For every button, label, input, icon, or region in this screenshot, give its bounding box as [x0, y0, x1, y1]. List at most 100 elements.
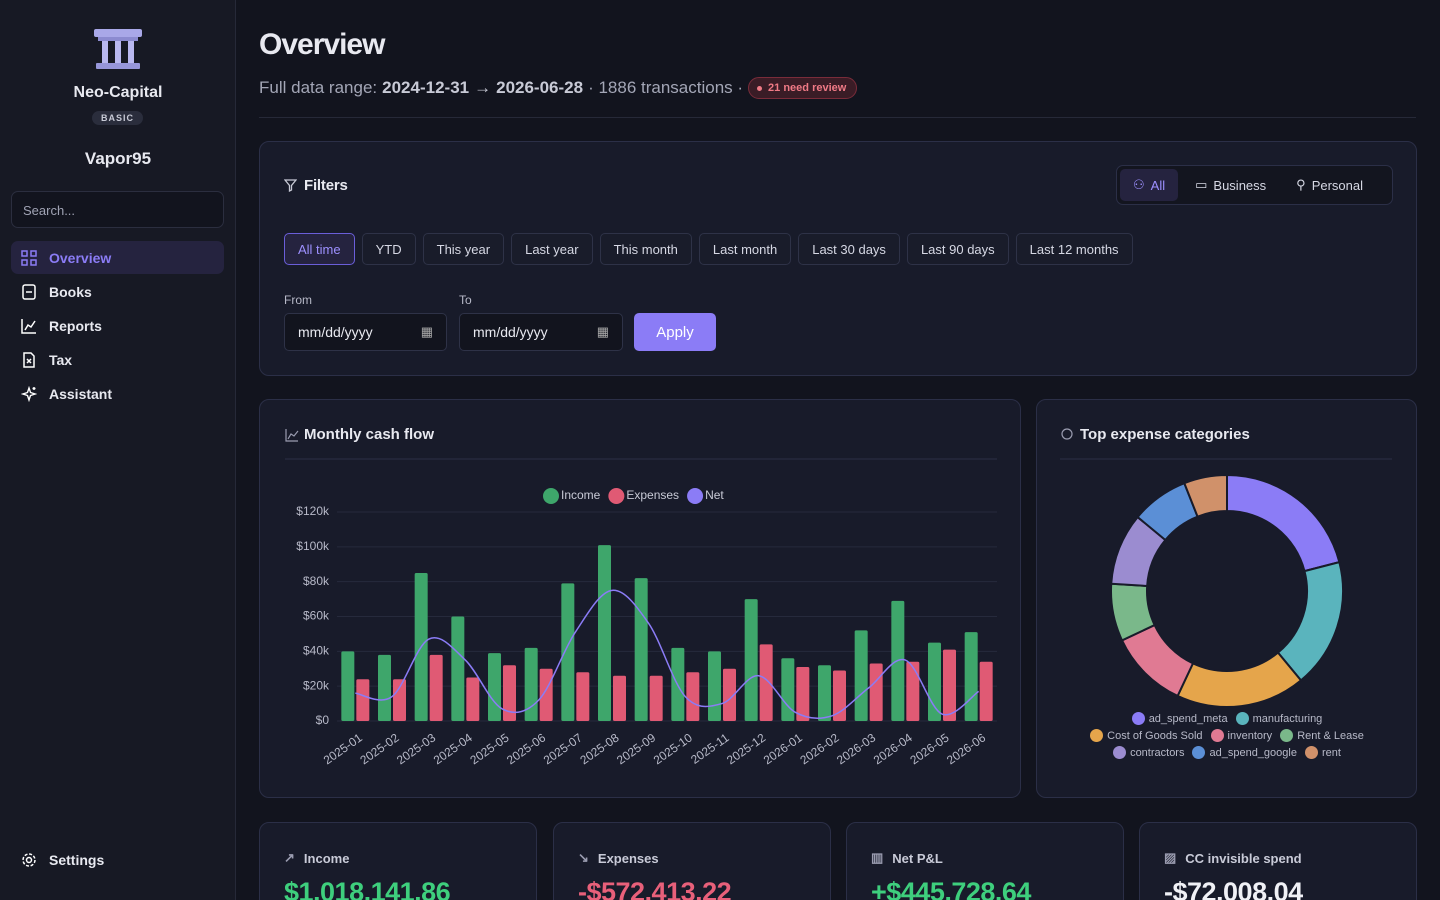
preset-button[interactable]: Last year — [511, 233, 593, 265]
legend-item: Cost of Goods Sold — [1090, 729, 1203, 742]
bar — [451, 616, 465, 721]
kpi-label: ▥ Net P&L — [871, 850, 943, 866]
nav-item[interactable]: Reports — [11, 309, 224, 342]
legend-item: ad_spend_google — [1192, 746, 1297, 759]
x-tick-label: 2026-01 — [761, 730, 805, 767]
bar — [634, 578, 648, 721]
legend: ad_spend_meta manufacturing Cost of Goods … — [1077, 712, 1377, 759]
label-text: Income — [303, 850, 350, 866]
bar — [393, 679, 406, 721]
chart-title: Monthly cash flow — [304, 426, 434, 443]
transactions: · 1886 transactions · — [588, 78, 744, 97]
nav-label: Books — [49, 283, 92, 300]
x-tick-label: 2025-11 — [688, 730, 732, 766]
x-tick-label: 2025-07 — [541, 730, 585, 767]
user-name: Vapor95 — [84, 149, 152, 168]
legend-label: contractors — [1130, 746, 1185, 759]
bar — [598, 545, 611, 721]
bar — [503, 665, 516, 721]
bar — [796, 667, 810, 721]
preset-button[interactable]: All time — [284, 233, 355, 265]
kpi-value: +$445,728.64 — [871, 877, 1031, 900]
x-tick-label: 2025-10 — [651, 730, 695, 767]
kpi-card: ▥ Net P&L +$445,728.64 — [846, 822, 1124, 900]
x-tick-label: 2026-03 — [834, 730, 878, 767]
scope-label: All — [1150, 177, 1166, 193]
legend-swatch — [687, 488, 704, 504]
kpi-card: ▨ CC invisible spend -$72,008.04 — [1139, 822, 1417, 900]
range-line: Full data range: 2024-12-31 → 2026-06-28… — [259, 77, 858, 99]
scope-toggle: ⚇ All ▭ Business ⚲ Personal — [1116, 165, 1393, 205]
bar — [744, 599, 758, 721]
preset-button[interactable]: Last 30 days — [798, 233, 900, 265]
bar — [833, 670, 846, 721]
preset-button[interactable]: This year — [422, 233, 505, 265]
x-tick-label: 2025-06 — [504, 730, 548, 767]
scope-option[interactable]: ⚲ Personal — [1283, 169, 1376, 201]
bar — [759, 644, 773, 721]
legend-swatch — [1304, 746, 1318, 759]
nav-item[interactable]: Settings — [11, 843, 224, 876]
search-box[interactable]: Search... — [11, 191, 224, 228]
from-input[interactable]: mm/dd/yyyy ▦ — [284, 313, 447, 351]
kpi-card: ↗ Income $1,018,141.86 — [259, 822, 537, 900]
preset-button[interactable]: Last 90 days — [906, 233, 1009, 265]
kpi-label: ▨ CC invisible spend — [1164, 850, 1302, 866]
bar — [356, 679, 370, 721]
preset-row: All time YTD This year Last year This month L… — [284, 233, 1133, 265]
from-label: From — [284, 293, 312, 307]
bar — [943, 649, 956, 721]
icon: ⚇ — [1133, 177, 1145, 192]
to-input[interactable]: mm/dd/yyyy ▦ — [459, 313, 623, 351]
nav-item[interactable]: Overview — [11, 241, 224, 274]
title-text: Filters — [304, 177, 348, 194]
bar — [576, 672, 590, 721]
preset-button[interactable]: YTD — [361, 233, 416, 265]
icon — [22, 852, 36, 867]
bar — [539, 668, 553, 721]
bar — [869, 663, 883, 721]
scope-option[interactable]: ⚇ All — [1120, 169, 1179, 201]
bar — [466, 677, 480, 721]
nav-label: Assistant — [49, 385, 113, 402]
kpi-value: $1,018,141.86 — [284, 877, 451, 900]
scope-option[interactable]: ▭ Business — [1182, 169, 1279, 201]
to-label: To — [459, 293, 472, 307]
apply-button[interactable]: Apply — [634, 313, 716, 351]
legend-item: manufacturing — [1235, 712, 1322, 725]
preset-button[interactable]: Last 12 months — [1015, 233, 1133, 265]
plan-badge: BASIC — [92, 111, 143, 125]
kpi-value: -$572,413.22 — [578, 877, 732, 900]
nav-item[interactable]: Tax — [11, 343, 224, 376]
bar — [964, 632, 978, 721]
legend-label: Cost of Goods Sold — [1107, 729, 1203, 742]
x-tick-label: 2026-04 — [871, 730, 915, 767]
scope-label: Personal — [1311, 177, 1363, 193]
page-title: Overview — [259, 28, 385, 61]
nav-item[interactable]: Assistant — [11, 377, 224, 410]
kpi-value: -$72,008.04 — [1164, 877, 1303, 900]
org-name: Neo-Capital — [73, 84, 163, 101]
legend-item: contractors — [1113, 746, 1184, 759]
legend-item: ad_spend_meta — [1131, 712, 1228, 725]
legend-swatch — [1192, 746, 1206, 759]
label-text: Expenses — [597, 850, 659, 866]
cashflow-chart: Monthly cash flow $0 $20k $40k $60k $80k $100… — [285, 426, 997, 767]
range-start: 2024-12-31 — [382, 78, 470, 97]
nav-label: Reports — [49, 317, 102, 334]
label-text: CC invisible spend — [1185, 850, 1302, 866]
net-line — [355, 589, 980, 719]
icon: ▨ — [1164, 850, 1177, 865]
preset-button[interactable]: Last month — [698, 233, 792, 265]
kpi-card: ↘ Expenses -$572,413.22 — [553, 822, 831, 900]
y-tick-label: $40k — [303, 644, 330, 658]
icon — [21, 318, 36, 334]
x-tick-label: 2025-03 — [394, 730, 438, 767]
legend-label: ad_spend_meta — [1148, 712, 1228, 725]
legend-swatch — [1210, 729, 1224, 742]
legend-label: inventory — [1227, 729, 1273, 742]
review-badge[interactable]: 21 need review — [748, 77, 858, 99]
nav-item[interactable]: Books — [11, 275, 224, 308]
y-tick-label: $20k — [303, 678, 330, 692]
preset-button[interactable]: This month — [599, 233, 692, 265]
